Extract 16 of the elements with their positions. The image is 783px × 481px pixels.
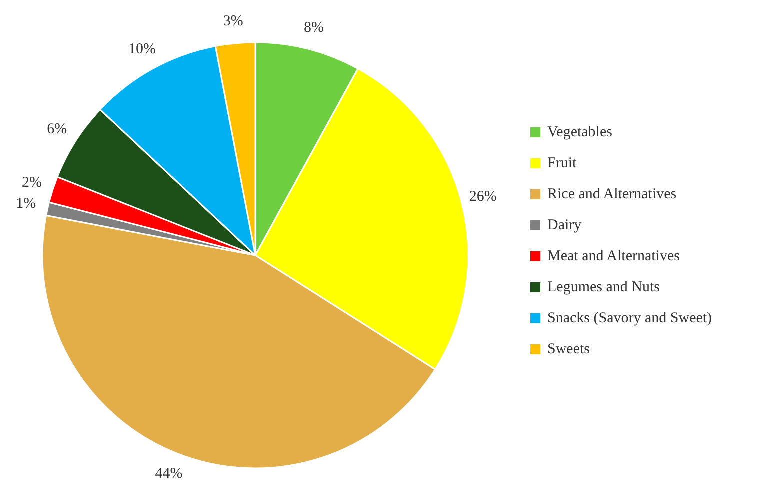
legend-label: Legumes and Nuts: [548, 280, 660, 296]
legend-label: Meat and Alternatives: [548, 248, 680, 264]
legend-label: Rice and Alternatives: [548, 186, 677, 202]
data-label: 1%: [16, 196, 36, 212]
legend-label: Sweets: [548, 342, 590, 358]
data-label: 3%: [223, 14, 244, 30]
legend-label: Dairy: [548, 218, 582, 234]
legend-label: Vegetables: [548, 124, 613, 140]
data-label: 6%: [47, 122, 68, 138]
legend-label: Fruit: [548, 156, 578, 172]
data-label: 2%: [22, 174, 42, 191]
data-label: 8%: [304, 20, 324, 36]
data-label: 44%: [155, 466, 183, 481]
data-label: 10%: [128, 42, 156, 58]
data-label: 26%: [469, 189, 497, 206]
legend-label: Snacks (Savory and Sweet): [548, 310, 712, 326]
